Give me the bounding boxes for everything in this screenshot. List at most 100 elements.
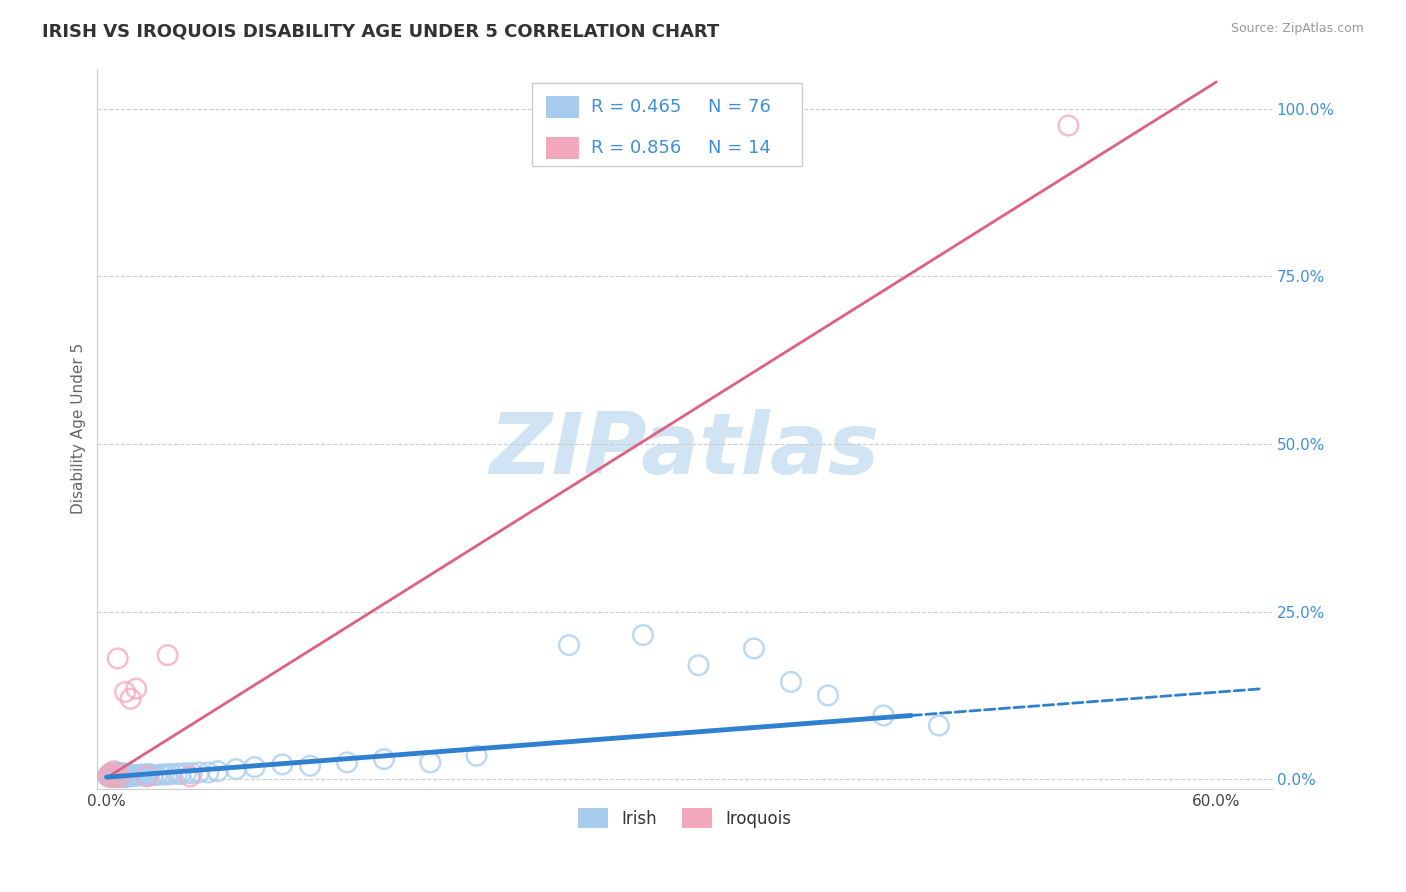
Text: ZIPatlas: ZIPatlas: [489, 409, 880, 492]
Text: IRISH VS IROQUOIS DISABILITY AGE UNDER 5 CORRELATION CHART: IRISH VS IROQUOIS DISABILITY AGE UNDER 5…: [42, 22, 720, 40]
Point: [142, 768, 165, 782]
Point: [115, 769, 138, 783]
Text: R = 0.856: R = 0.856: [591, 139, 681, 157]
Point: [558, 638, 581, 652]
Point: [110, 768, 132, 782]
Point: [299, 758, 322, 772]
Point: [125, 769, 148, 783]
Point: [128, 768, 150, 782]
Point: [136, 769, 159, 783]
Point: [197, 765, 219, 780]
Point: [101, 769, 124, 783]
Point: [103, 766, 125, 780]
Point: [107, 651, 129, 665]
Point: [104, 765, 127, 780]
Text: N = 76: N = 76: [709, 98, 770, 116]
Y-axis label: Disability Age Under 5: Disability Age Under 5: [72, 343, 86, 515]
Point: [108, 769, 131, 783]
Point: [104, 770, 127, 784]
Text: R = 0.465: R = 0.465: [591, 98, 681, 116]
Point: [107, 770, 129, 784]
Point: [780, 675, 803, 690]
Point: [114, 685, 136, 699]
Point: [110, 766, 132, 780]
Point: [104, 767, 127, 781]
Point: [132, 768, 155, 782]
Point: [108, 770, 131, 784]
Point: [136, 767, 159, 781]
Point: [112, 769, 135, 783]
Point: [110, 769, 132, 783]
Point: [207, 764, 229, 778]
Point: [101, 770, 124, 784]
Point: [225, 762, 247, 776]
FancyBboxPatch shape: [546, 96, 579, 118]
Point: [149, 767, 172, 781]
Point: [101, 769, 124, 783]
Point: [243, 760, 266, 774]
Point: [169, 766, 191, 780]
Point: [98, 766, 121, 780]
Point: [103, 770, 125, 784]
Point: [98, 769, 121, 783]
Point: [138, 766, 160, 780]
Point: [166, 766, 188, 780]
Point: [1057, 119, 1080, 133]
Point: [153, 767, 176, 781]
Point: [103, 767, 125, 781]
Point: [103, 769, 125, 783]
Point: [180, 766, 202, 780]
Point: [419, 756, 441, 770]
Point: [120, 691, 142, 706]
Point: [125, 681, 148, 696]
Point: [107, 769, 129, 783]
Point: [134, 769, 156, 783]
Point: [127, 768, 149, 782]
Point: [101, 767, 124, 781]
Point: [188, 765, 211, 780]
Point: [112, 766, 135, 780]
Point: [104, 769, 127, 783]
Point: [465, 748, 488, 763]
Point: [118, 769, 141, 783]
Point: [97, 769, 120, 783]
Text: N = 14: N = 14: [709, 139, 770, 157]
Point: [145, 768, 167, 782]
Point: [131, 767, 153, 781]
Point: [112, 768, 135, 782]
Legend: Irish, Iroquois: Irish, Iroquois: [571, 801, 799, 835]
Point: [98, 766, 121, 780]
Point: [631, 628, 654, 642]
Point: [108, 768, 131, 782]
Point: [101, 766, 124, 780]
Text: Source: ZipAtlas.com: Source: ZipAtlas.com: [1230, 22, 1364, 36]
Point: [373, 752, 395, 766]
Point: [156, 767, 179, 781]
Point: [124, 768, 146, 782]
Point: [271, 757, 294, 772]
Point: [114, 770, 136, 784]
Point: [107, 767, 129, 781]
Point: [179, 769, 201, 783]
Point: [174, 766, 197, 780]
Point: [817, 689, 839, 703]
Point: [115, 767, 138, 781]
Point: [120, 769, 142, 783]
Point: [108, 766, 131, 780]
Point: [97, 769, 120, 783]
Point: [103, 764, 125, 778]
Point: [336, 756, 359, 770]
Point: [118, 766, 141, 780]
Point: [928, 718, 950, 732]
Point: [160, 766, 183, 780]
Point: [97, 768, 120, 782]
Point: [872, 708, 894, 723]
Point: [156, 648, 179, 662]
Point: [114, 768, 136, 782]
Point: [104, 769, 127, 783]
Point: [742, 641, 765, 656]
FancyBboxPatch shape: [546, 137, 579, 159]
FancyBboxPatch shape: [531, 83, 801, 166]
Point: [98, 768, 121, 782]
Point: [107, 766, 129, 780]
